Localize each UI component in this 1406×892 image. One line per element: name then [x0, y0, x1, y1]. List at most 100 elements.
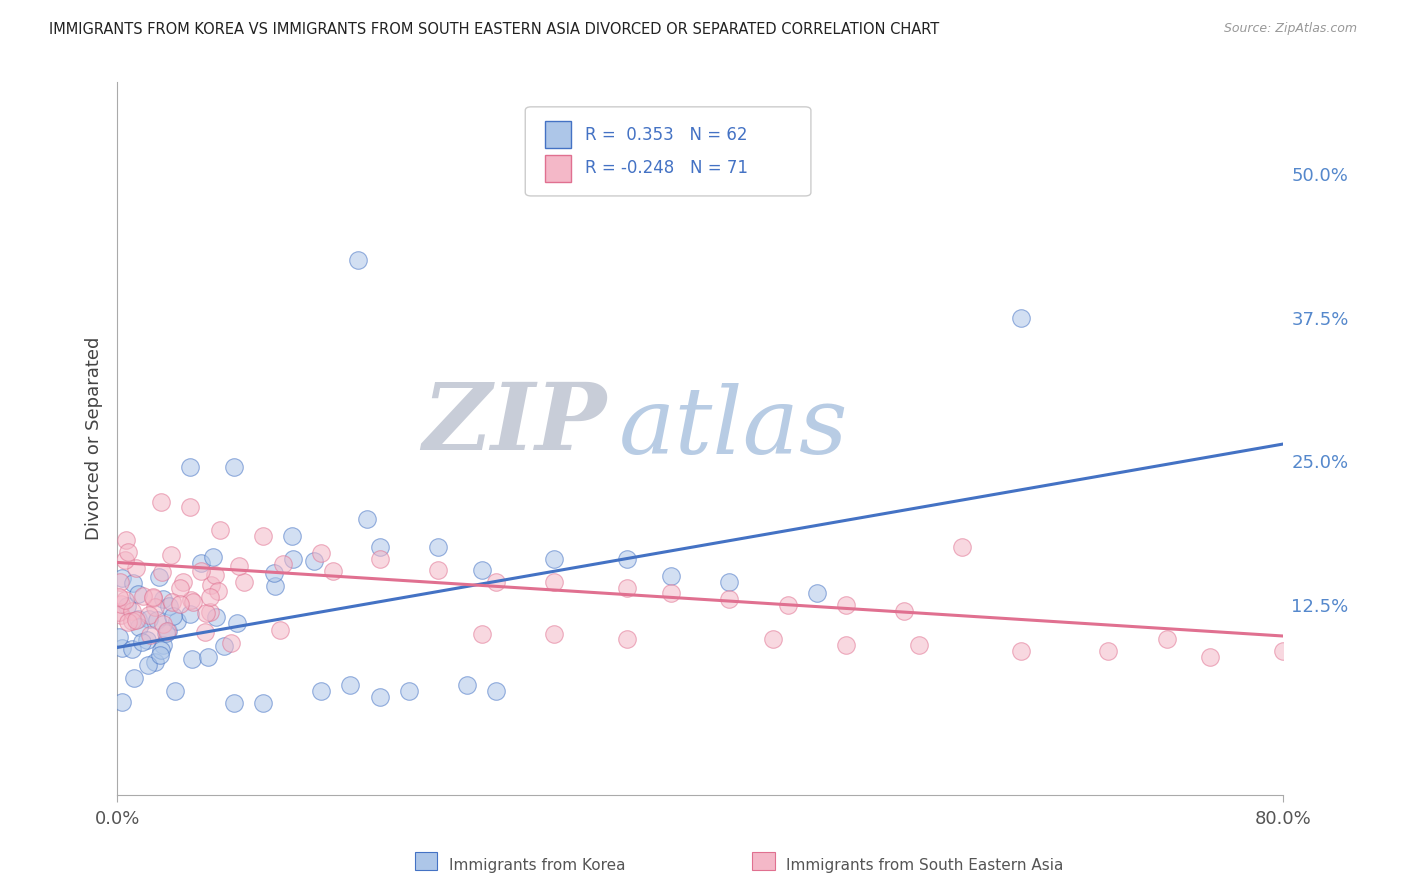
Point [152, 617, 174, 632]
Point [543, 552, 565, 566]
Point [952, 541, 974, 555]
Point [169, 581, 191, 595]
Point [121, 614, 143, 628]
Point [162, 608, 184, 623]
Point [543, 626, 565, 640]
Point [152, 592, 174, 607]
Text: Immigrants from Korea: Immigrants from Korea [449, 858, 626, 872]
Point [131, 634, 153, 648]
Point [143, 600, 166, 615]
Point [115, 599, 138, 614]
Point [138, 612, 160, 626]
Point [762, 632, 785, 647]
Point [125, 613, 148, 627]
Point [149, 494, 172, 508]
Point [835, 638, 858, 652]
Point [180, 593, 202, 607]
Point [108, 630, 131, 644]
Point [124, 671, 146, 685]
Point [233, 574, 256, 589]
Text: Immigrants from South Eastern Asia: Immigrants from South Eastern Asia [786, 858, 1063, 872]
Point [136, 658, 159, 673]
Point [659, 586, 682, 600]
Point [252, 529, 274, 543]
Point [200, 578, 222, 592]
Point [222, 460, 245, 475]
Point [281, 552, 304, 566]
Point [806, 586, 828, 600]
FancyBboxPatch shape [526, 107, 811, 196]
Point [195, 606, 218, 620]
Text: R = -0.248   N = 71: R = -0.248 N = 71 [585, 159, 748, 178]
Point [148, 570, 170, 584]
Point [197, 649, 219, 664]
Point [718, 574, 741, 589]
Point [616, 552, 638, 566]
Point [115, 533, 138, 548]
Point [150, 643, 173, 657]
Point [302, 554, 325, 568]
Point [398, 684, 420, 698]
Point [263, 566, 285, 581]
Point [281, 529, 304, 543]
Point [156, 624, 179, 639]
Point [456, 678, 478, 692]
Point [309, 684, 332, 698]
Point [157, 599, 180, 613]
Point [470, 564, 492, 578]
Point [219, 636, 242, 650]
Point [110, 597, 132, 611]
Point [1010, 310, 1032, 325]
Point [143, 655, 166, 669]
Point [205, 610, 228, 624]
Point [108, 575, 131, 590]
Point [117, 615, 139, 629]
FancyBboxPatch shape [546, 154, 571, 182]
Point [356, 512, 378, 526]
Point [228, 559, 250, 574]
Point [252, 696, 274, 710]
Point [204, 567, 226, 582]
Point [835, 598, 858, 612]
Point [907, 638, 929, 652]
Point [169, 598, 191, 612]
Point [160, 594, 183, 608]
Point [470, 626, 492, 640]
Point [198, 605, 221, 619]
Point [893, 604, 915, 618]
Point [1272, 644, 1295, 658]
Point [263, 579, 285, 593]
Point [114, 553, 136, 567]
Point [179, 500, 201, 515]
Point [111, 572, 134, 586]
Point [127, 612, 149, 626]
Point [1097, 644, 1119, 658]
Point [138, 608, 160, 623]
Point [132, 589, 155, 603]
Point [107, 605, 129, 619]
Point [222, 696, 245, 710]
Point [150, 565, 173, 579]
Point [117, 544, 139, 558]
Point [616, 581, 638, 595]
Point [368, 541, 391, 555]
Text: atlas: atlas [619, 383, 848, 473]
Point [125, 561, 148, 575]
Point [165, 684, 187, 698]
Point [180, 652, 202, 666]
Text: IMMIGRANTS FROM KOREA VS IMMIGRANTS FROM SOUTH EASTERN ASIA DIVORCED OR SEPARATE: IMMIGRANTS FROM KOREA VS IMMIGRANTS FROM… [49, 22, 939, 37]
Point [172, 575, 194, 590]
Point [271, 557, 294, 571]
Point [156, 624, 179, 638]
Point [543, 574, 565, 589]
Point [108, 591, 131, 605]
Point [149, 648, 172, 663]
Point [368, 552, 391, 566]
Point [111, 641, 134, 656]
Point [179, 607, 201, 621]
Point [159, 548, 181, 562]
Point [179, 460, 201, 475]
Point [718, 592, 741, 607]
Point [426, 541, 449, 555]
Point [1199, 649, 1222, 664]
